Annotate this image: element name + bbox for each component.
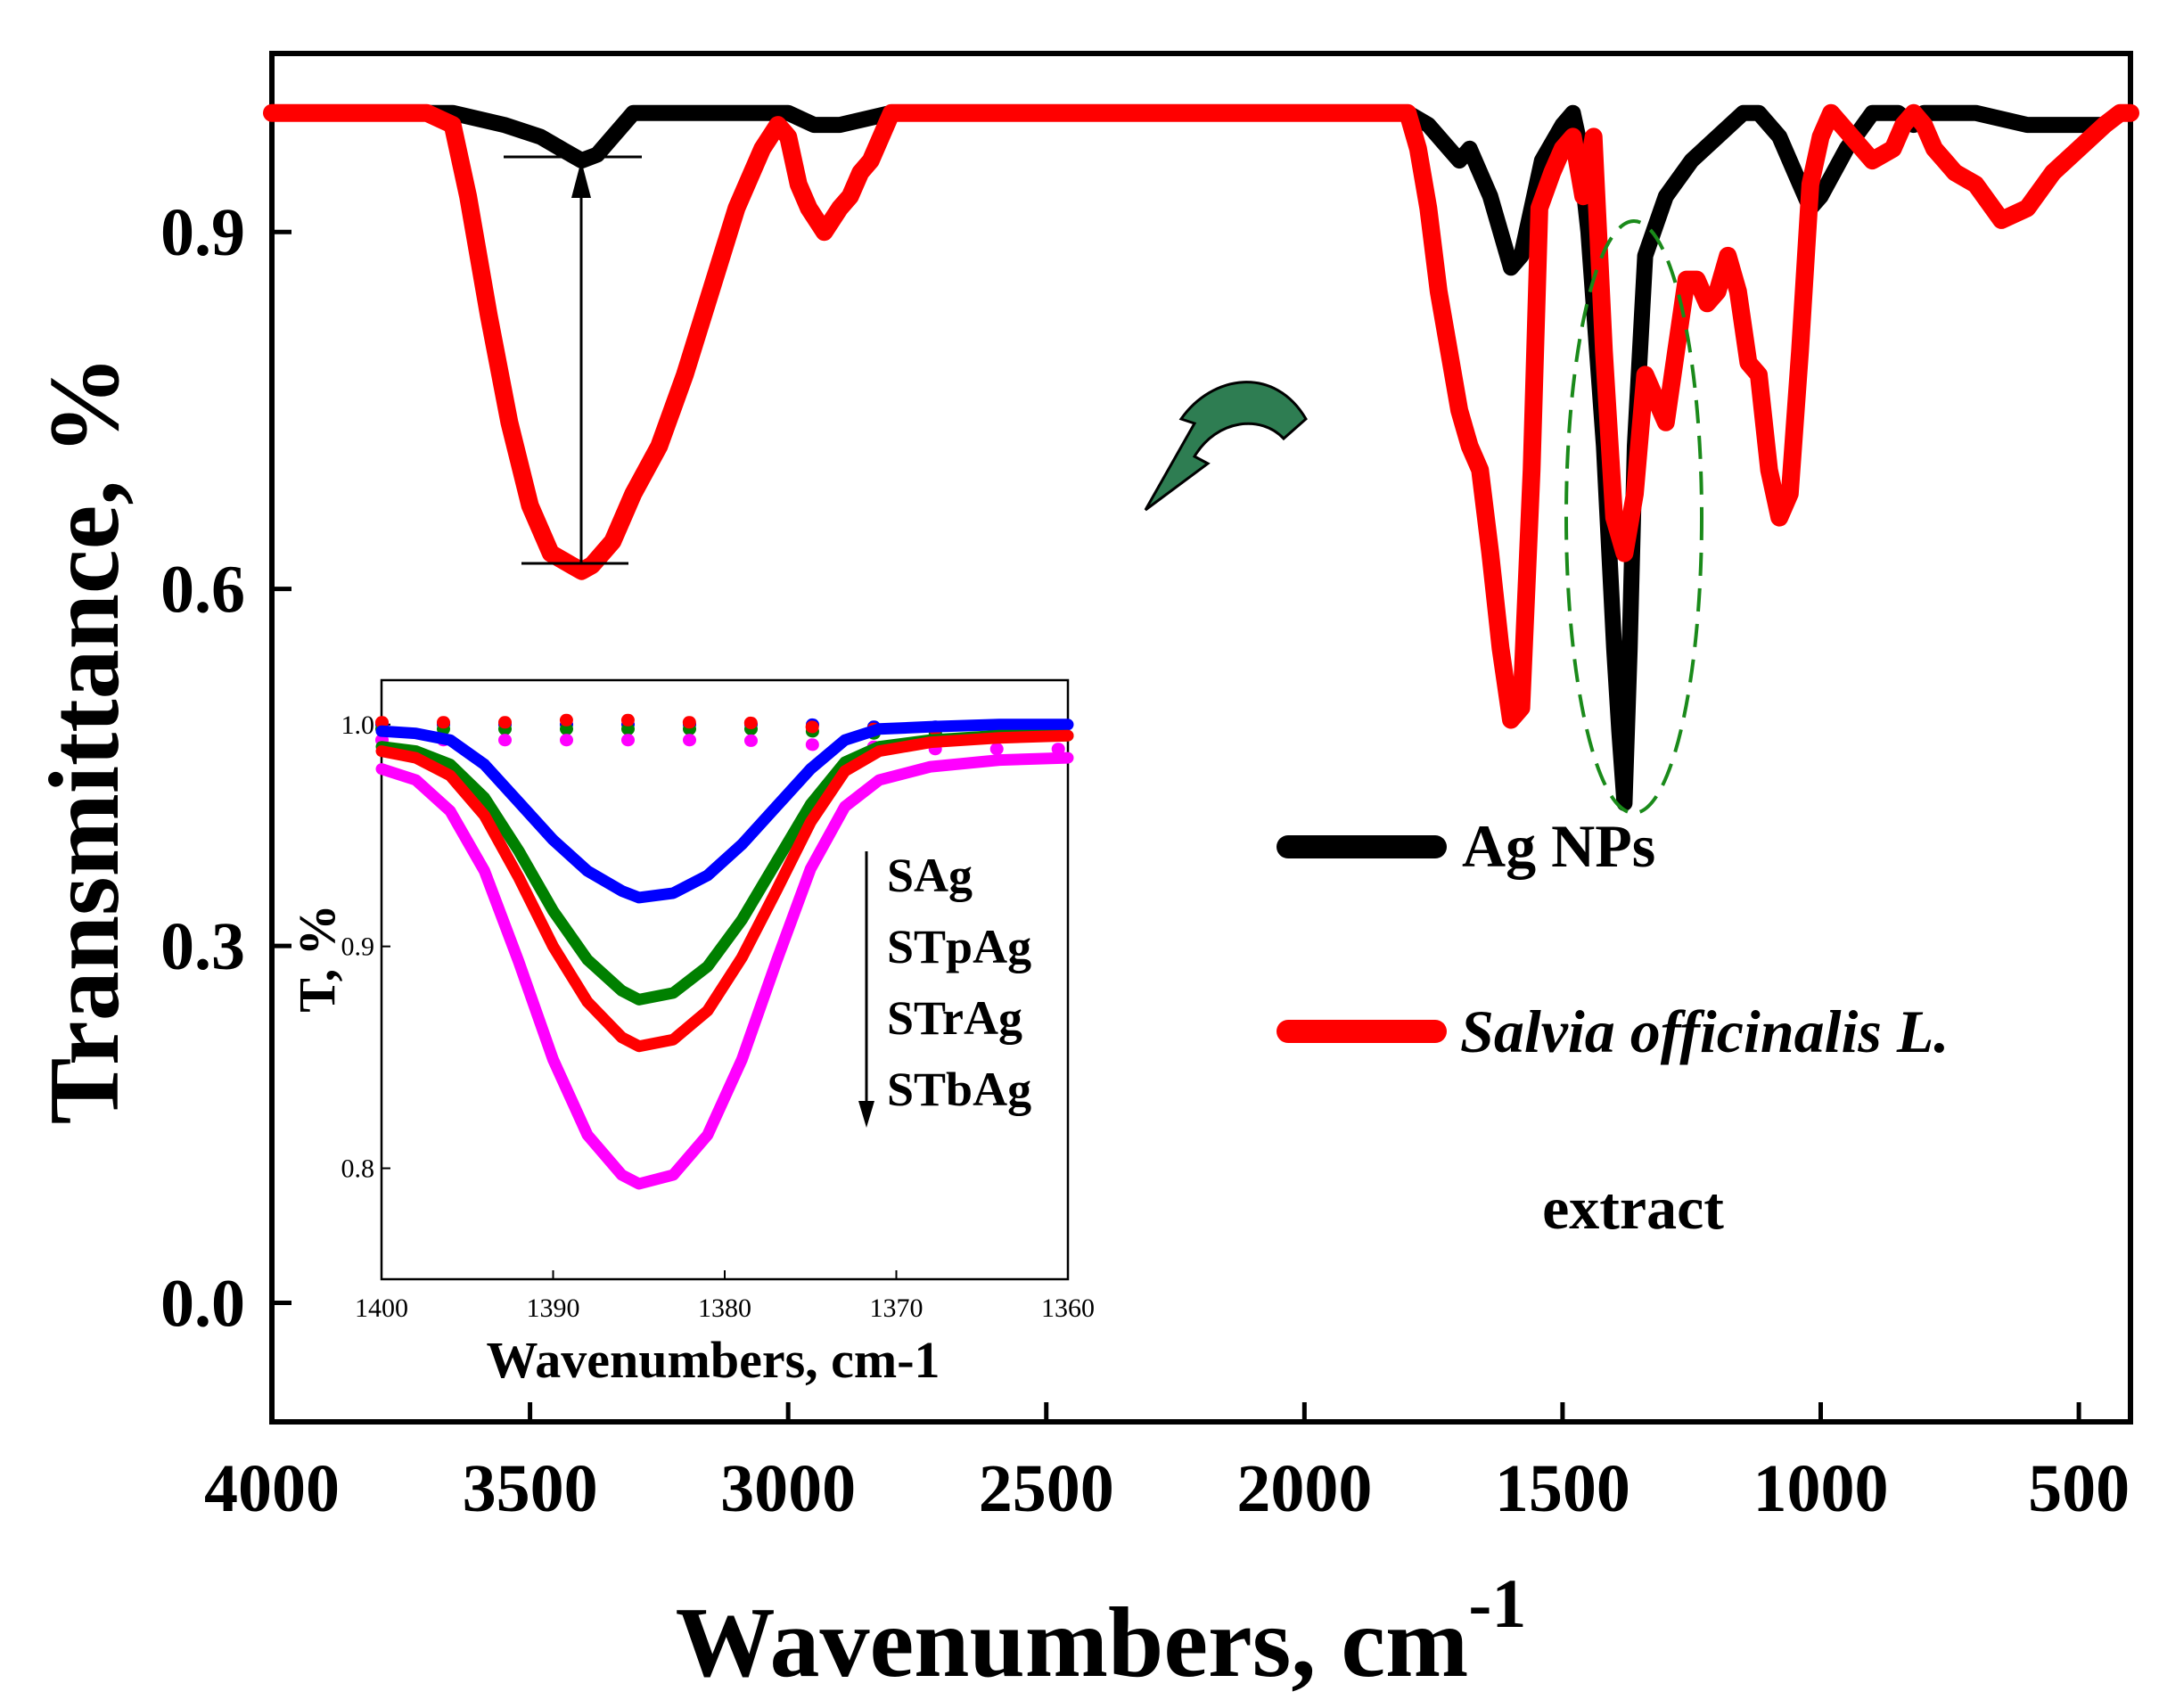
main-x-axis-label: Wavenumbers, cm-1 [676,1564,1527,1698]
inset-y-tick-labels: 0.8 0.9 1.0 [341,710,375,1184]
inset-x-tick-label: 1390 [527,1293,580,1323]
legend-label-salvia-extract: extract [1542,1174,1724,1242]
curved-arrow-icon [1144,381,1308,512]
inset-legend-label-stbag: STbAg [887,1063,1031,1116]
main-x-tick-label: 1000 [1753,1451,1889,1526]
main-plot-frame [269,51,2133,1425]
main-series-group [263,103,2139,811]
inset-y-tick-label: 0.8 [341,1154,375,1184]
main-x-tick-label: 2500 [979,1451,1114,1526]
main-x-tick-label: 500 [2028,1451,2130,1526]
peak-depth-annotation [504,155,642,565]
inset-x-axis-label: Wavenumbers, cm-1 [486,1331,940,1389]
inset-x-tick-label: 1370 [870,1293,924,1323]
inset-y-axis-label: T, % [288,904,346,1012]
inset-line-stbag [375,751,1074,1190]
inset-y-tick-label: 0.9 [341,932,375,962]
main-y-axis-label: Transmittance, % [29,356,140,1125]
main-y-tick-label: 0.0 [160,1267,245,1342]
main-x-tick-label: 4000 [204,1451,340,1526]
inset-legend-arrow-head [858,1101,874,1128]
main-axis-ticks [269,229,2081,1422]
inset-axis-ticks [381,723,1069,1279]
main-y-tick-labels: 0.0 0.3 0.6 0.9 [160,195,245,1341]
legend-label-ag-nps: Ag NPs [1462,812,1655,880]
inset-line-strag [375,729,1074,1053]
inset-legend-label-sag: SAg [887,849,973,902]
inset-chart: 1400 1390 1380 1370 1360 0.8 0.9 1.0 Wavenumbe… [288,678,1095,1389]
main-x-tick-labels: 4000 3500 3000 2500 2000 1500 1000 500 [204,1451,2130,1526]
series-line-salvia-officinalis-l [263,103,2139,729]
inset-line-sag [375,719,1074,904]
inset-series-group [375,713,1074,1190]
inset-x-tick-label: 1400 [355,1293,408,1323]
main-x-tick-label: 2000 [1236,1451,1372,1526]
series-line-ag-nps [264,104,2138,811]
inset-x-tick-labels: 1400 1390 1380 1370 1360 [355,1293,1095,1323]
main-x-tick-label: 3500 [463,1451,598,1526]
main-y-tick-label: 0.6 [160,553,245,628]
main-x-tick-label: 1500 [1495,1451,1630,1526]
highlight-ellipse [1564,219,1703,815]
main-y-tick-label: 0.3 [160,909,245,984]
main-legend: Ag NPs Salvia officinalis L. extract [1277,812,1949,1242]
inset-x-tick-label: 1360 [1041,1293,1095,1323]
inset-legend: SAg STpAg STrAg STbAg [858,849,1031,1128]
legend-label-salvia: Salvia officinalis L. [1460,998,1949,1065]
inset-x-tick-label: 1380 [698,1293,751,1323]
inset-y-tick-label: 1.0 [341,710,375,740]
peak-depth-arrow-head [571,160,591,198]
inset-legend-label-stpag: STpAg [887,920,1031,973]
main-x-tick-label: 3000 [720,1451,856,1526]
inset-legend-label-strag: STrAg [887,991,1022,1045]
main-y-tick-label: 0.9 [160,195,245,270]
